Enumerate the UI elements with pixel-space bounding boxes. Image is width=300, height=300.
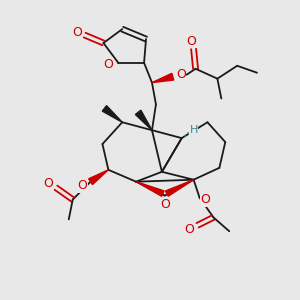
Text: O: O	[200, 193, 210, 206]
Polygon shape	[88, 170, 108, 184]
Polygon shape	[152, 74, 174, 82]
Text: O: O	[103, 58, 113, 71]
Text: O: O	[185, 223, 195, 236]
Text: O: O	[176, 68, 186, 81]
Text: H: H	[189, 125, 198, 135]
Text: O: O	[73, 26, 82, 39]
Polygon shape	[136, 182, 164, 196]
Text: O: O	[43, 177, 53, 190]
Text: O: O	[160, 198, 170, 211]
Polygon shape	[102, 106, 122, 122]
Text: O: O	[78, 179, 88, 192]
Polygon shape	[166, 180, 194, 196]
Text: O: O	[187, 34, 196, 47]
Polygon shape	[135, 110, 152, 130]
